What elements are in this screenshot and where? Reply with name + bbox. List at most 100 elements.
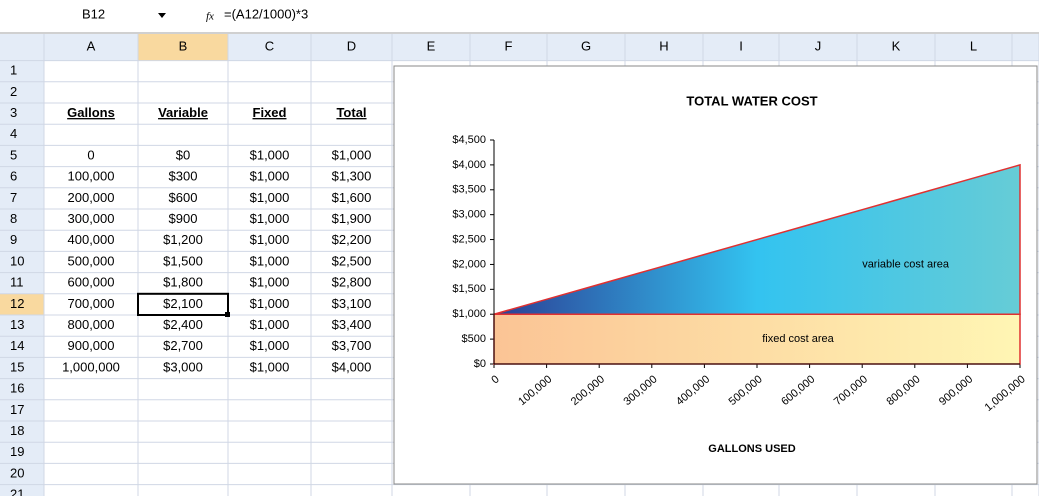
column-header: K	[892, 39, 901, 54]
cell: $300	[169, 169, 198, 184]
cell: $1,000	[250, 232, 290, 247]
y-tick-label: $1,000	[452, 308, 486, 320]
y-tick-label: $0	[474, 358, 486, 370]
row-header: 17	[10, 402, 24, 417]
row-header: 20	[10, 465, 24, 480]
y-tick-label: $4,500	[452, 134, 486, 146]
cell: 500,000	[68, 253, 115, 268]
cell: $2,500	[332, 253, 372, 268]
column-title-cell: Total	[336, 105, 366, 120]
cell: 700,000	[68, 296, 115, 311]
y-tick-label: $1,500	[452, 283, 486, 295]
row-header: 16	[10, 381, 24, 396]
cell: $2,100	[163, 296, 203, 311]
cell: $0	[176, 147, 190, 162]
column-header: B	[179, 39, 188, 54]
row-header: 9	[10, 232, 17, 247]
cell: $1,000	[250, 359, 290, 374]
active-cell	[137, 292, 229, 316]
column-header: H	[659, 39, 668, 54]
y-tick-label: $3,000	[452, 209, 486, 221]
cell: $1,000	[250, 317, 290, 332]
cell: $1,000	[332, 147, 372, 162]
cell: $1,000	[250, 190, 290, 205]
name-box-dropdown[interactable]	[158, 13, 166, 18]
cell: $1,000	[250, 275, 290, 290]
area-1	[493, 163, 1021, 315]
cell: $600	[169, 190, 198, 205]
cell: $3,100	[332, 296, 372, 311]
cell: 600,000	[68, 275, 115, 290]
column-header: C	[265, 39, 274, 54]
column-header: A	[87, 39, 96, 54]
column-header: L	[970, 39, 977, 54]
column-header: G	[581, 39, 591, 54]
row-header: 13	[10, 317, 24, 332]
row-header: 18	[10, 423, 24, 438]
fx-icon[interactable]: fx	[206, 11, 214, 23]
row-header: 8	[10, 211, 17, 226]
column-header: F	[505, 39, 513, 54]
formula-bar	[0, 0, 1039, 33]
column-header: E	[427, 39, 436, 54]
row-header: 11	[10, 275, 24, 290]
column-header: D	[347, 39, 356, 54]
row-header: 19	[10, 444, 24, 459]
cell: $1,900	[332, 211, 372, 226]
column-title-cell: Fixed	[253, 105, 287, 120]
row-header: 14	[10, 338, 24, 353]
cell: $900	[169, 211, 198, 226]
row-header: 5	[10, 147, 17, 162]
y-tick-label: $4,000	[452, 159, 486, 171]
name-box[interactable]: B12	[82, 6, 105, 21]
cell: $1,600	[332, 190, 372, 205]
cell: $2,700	[163, 338, 203, 353]
row-header: 2	[10, 84, 17, 99]
row-header: 12	[10, 296, 24, 311]
formula-text[interactable]: =(A12/1000)*3	[224, 6, 308, 21]
x-axis-label: GALLONS USED	[708, 443, 795, 455]
cell: 200,000	[68, 190, 115, 205]
row-header: 6	[10, 169, 17, 184]
selected-column-header	[138, 34, 228, 61]
cell: $1,800	[163, 275, 203, 290]
cell: $1,300	[332, 169, 372, 184]
annotation: variable cost area	[862, 258, 950, 270]
cell: $1,000	[250, 253, 290, 268]
cell: 300,000	[68, 211, 115, 226]
row-header-bar	[0, 60, 44, 496]
row-header: 1	[10, 63, 17, 78]
row-header: 4	[10, 126, 17, 141]
cell: 1,000,000	[62, 359, 120, 374]
fill-handle	[225, 312, 230, 317]
cell: $2,200	[332, 232, 372, 247]
cell: $3,700	[332, 338, 372, 353]
cell: $1,000	[250, 296, 290, 311]
cell: $3,000	[163, 359, 203, 374]
row-header: 15	[10, 359, 24, 374]
cell: $1,000	[250, 211, 290, 226]
column-title-cell: Gallons	[67, 105, 115, 120]
cell: $3,400	[332, 317, 372, 332]
column-header: J	[815, 39, 822, 54]
cell: $2,800	[332, 275, 372, 290]
chart-title: TOTAL WATER COST	[686, 93, 817, 108]
cell: $1,500	[163, 253, 203, 268]
cell: $1,200	[163, 232, 203, 247]
y-tick-label: $3,500	[452, 184, 486, 196]
y-tick-label: $500	[462, 333, 486, 345]
cell: 800,000	[68, 317, 115, 332]
cell: $1,000	[250, 169, 290, 184]
row-header: 7	[10, 190, 17, 205]
row-header: 3	[10, 105, 17, 120]
cell: 400,000	[68, 232, 115, 247]
row-header: 21	[10, 487, 24, 496]
cell: $4,000	[332, 359, 372, 374]
cell: $1,000	[250, 338, 290, 353]
y-tick-label: $2,000	[452, 258, 486, 270]
cell: 100,000	[68, 169, 115, 184]
cell: 900,000	[68, 338, 115, 353]
cell: $2,400	[163, 317, 203, 332]
area-0	[493, 313, 1021, 365]
